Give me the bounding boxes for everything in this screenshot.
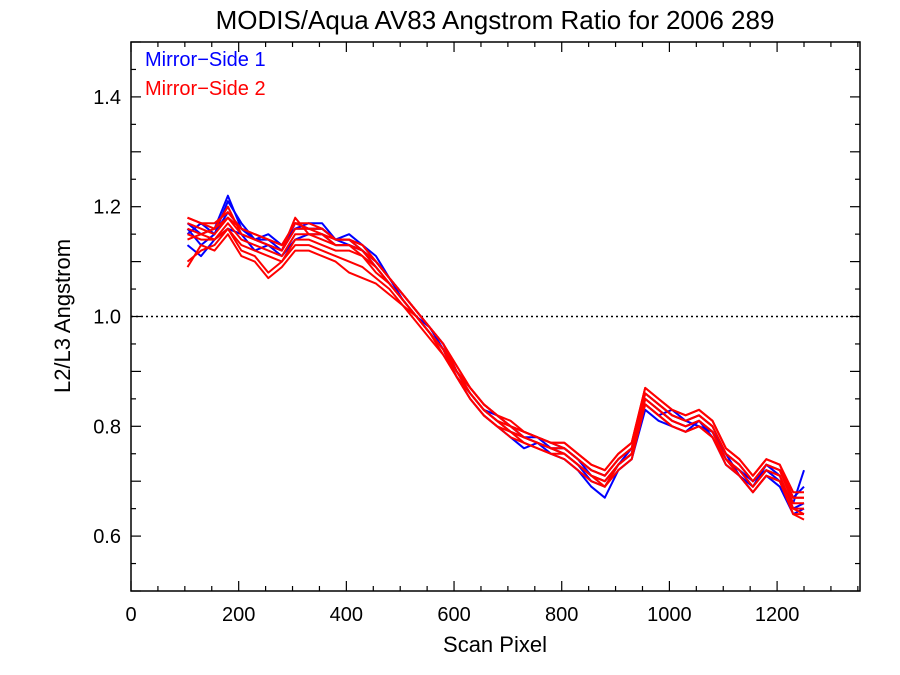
series-lines — [186, 194, 805, 521]
chart-title: MODIS/Aqua AV83 Angstrom Ratio for 2006 … — [216, 5, 775, 35]
plot-axes: 0 200 400 600 800 1000 1200 0.6 0.8 1.0 1.2 1.4 — [93, 41, 861, 626]
x-tick-label: 600 — [437, 604, 470, 626]
y-tick-label: 1.0 — [93, 307, 121, 329]
y-tick-label: 1.4 — [93, 87, 121, 109]
x-tick-label: 200 — [222, 604, 255, 626]
legend: Mirror−Side 1 Mirror−Side 2 — [145, 49, 266, 100]
x-tick-label: 0 — [125, 604, 136, 626]
series-line-mirror-side-2-6 — [186, 233, 804, 510]
series-line-mirror-side-1-1 — [186, 194, 805, 510]
x-tick-label: 1200 — [755, 604, 800, 626]
series-line-mirror-side-1-0 — [186, 200, 805, 505]
y-tick-label: 1.2 — [93, 197, 121, 219]
legend-entry-mirror-side-2: Mirror−Side 2 — [145, 78, 266, 100]
axis-ticks: 0 200 400 600 800 1000 1200 0.6 0.8 1.0 1.2 1.4 — [93, 41, 860, 626]
series-line-mirror-side-1-2 — [186, 227, 805, 516]
series-line-mirror-side-2-9 — [187, 227, 805, 521]
x-tick-label: 400 — [330, 604, 363, 626]
series-line-mirror-side-2-10 — [187, 216, 804, 499]
series-line-mirror-side-2-11 — [186, 227, 804, 516]
plot-frame — [130, 41, 861, 592]
y-tick-label: 0.8 — [93, 416, 121, 438]
y-axis-label: L2/L3 Angstrom — [50, 239, 75, 393]
x-tick-label: 1000 — [647, 604, 692, 626]
x-tick-label: 800 — [545, 604, 578, 626]
series-line-mirror-side-2-8 — [187, 222, 805, 515]
y-tick-label: 0.6 — [93, 526, 121, 548]
x-axis-label: Scan Pixel — [443, 632, 547, 657]
legend-entry-mirror-side-1: Mirror−Side 1 — [145, 49, 266, 71]
